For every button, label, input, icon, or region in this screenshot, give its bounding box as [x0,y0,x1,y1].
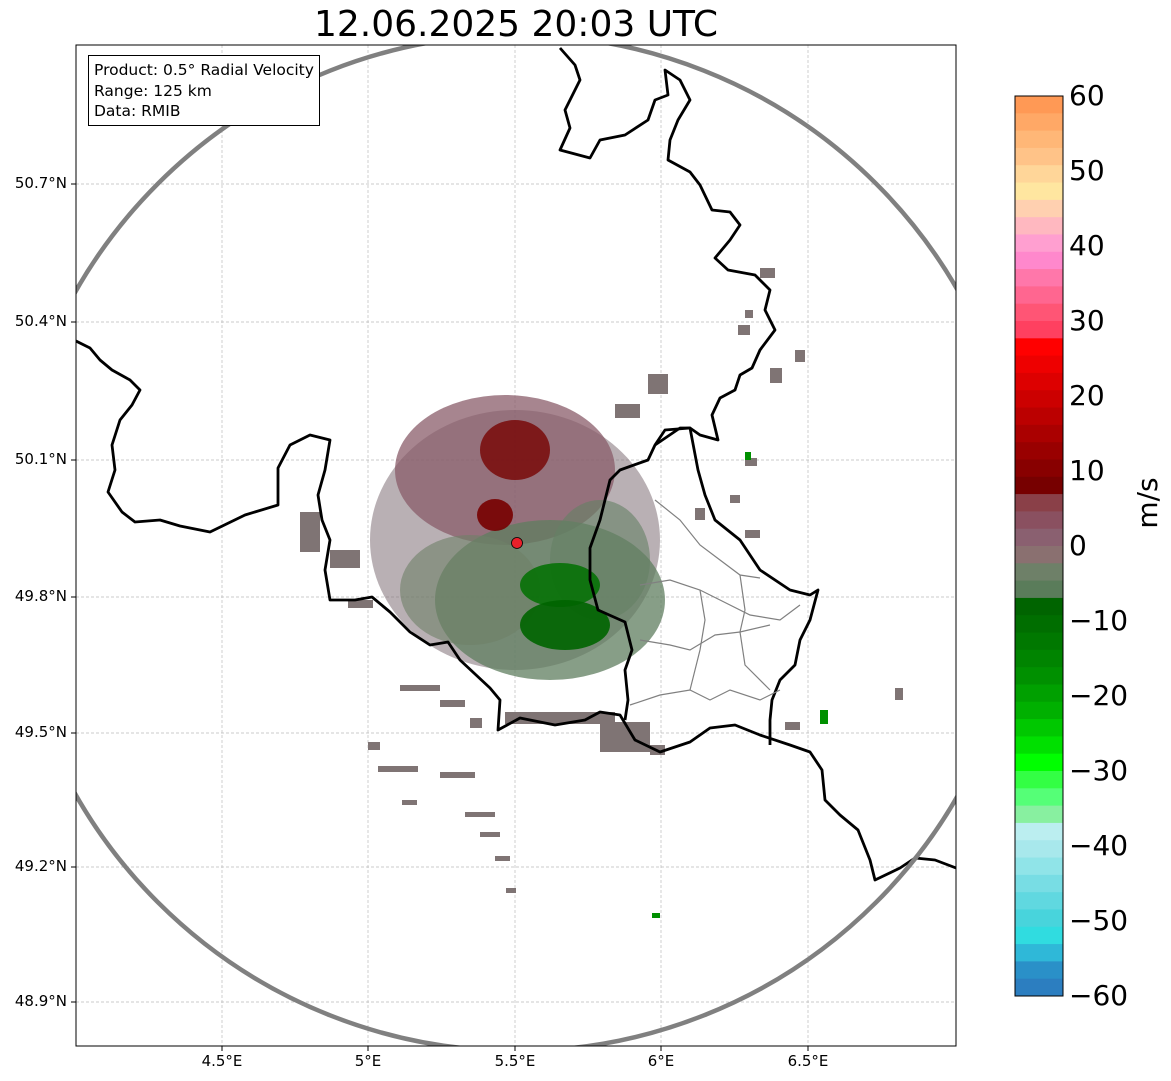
colorbar-tick-label: −30 [1069,754,1129,787]
colorbar-segment [1015,597,1063,616]
colorbar-segment [1015,874,1063,893]
colorbar-unit-label: m/s [1131,477,1164,529]
colorbar-segment [1015,649,1063,668]
colorbar-segment [1015,546,1063,564]
colorbar-tick-label: −60 [1069,979,1129,1012]
colorbar-tick-label: 60 [1069,79,1105,112]
radar-site-marker [511,537,523,549]
colorbar-segment [1015,944,1063,962]
colorbar [1014,95,1064,997]
lon-tick-label: 6.5°E [787,1052,829,1070]
country-borders [76,47,956,882]
lon-tick-label: 6°E [647,1052,675,1070]
colorbar-segment [1015,753,1063,772]
colorbar-segment [1015,736,1063,755]
colorbar-tick-label: 50 [1069,154,1105,187]
colorbar-segment [1015,667,1063,685]
colorbar-segment [1015,390,1063,409]
colorbar-segment [1015,303,1063,322]
colorbar-segment [1015,857,1063,876]
lat-tick-label: 49.8°N [14,587,67,605]
colorbar-tick-label: −40 [1069,829,1129,862]
info-range: Range: 125 km [94,81,212,100]
colorbar-segment [1015,286,1063,305]
colorbar-segment [1015,217,1063,235]
colorbar-segment [1015,788,1063,807]
lon-tick-label: 4.5°E [201,1052,243,1070]
colorbar-segment [1015,476,1063,495]
lat-tick-label: 50.4°N [14,312,67,330]
colorbar-segment [1015,338,1063,357]
colorbar-segment [1015,442,1063,460]
colorbar-segment [1015,130,1063,149]
colorbar-segment [1015,182,1063,201]
colorbar-segment [1015,424,1063,443]
colorbar-segment [1015,165,1063,184]
lat-tick-label: 50.7°N [14,174,67,192]
colorbar-segment [1015,615,1063,634]
colorbar-segment [1015,355,1063,374]
colorbar-segment [1015,459,1063,478]
info-source: Data: RMIB [94,102,181,120]
info-product: Product: 0.5° Radial Velocity [94,61,314,79]
colorbar-tick-label: −50 [1069,904,1129,937]
colorbar-segment [1015,580,1063,599]
colorbar-tick-label: −20 [1069,679,1129,712]
colorbar-segment [1015,909,1063,928]
lat-tick-label: 48.9°N [14,992,67,1010]
colorbar-tick-label: −10 [1069,604,1129,637]
admin-borders [629,499,801,706]
velocity-echoes [300,268,903,918]
colorbar-segment [1015,563,1063,582]
colorbar-segment [1015,251,1063,270]
colorbar-tick-label: 10 [1069,454,1105,487]
colorbar-segment [1015,632,1063,651]
colorbar-segment [1015,96,1063,114]
lon-tick-label: 5°E [354,1052,382,1070]
colorbar-segment [1015,494,1063,512]
colorbar-tick-label: 0 [1069,529,1087,562]
colorbar-segment [1015,701,1063,720]
colorbar-tick-label: 30 [1069,304,1105,337]
colorbar-segment [1015,771,1063,789]
colorbar-tick-label: 40 [1069,229,1105,262]
colorbar-segment [1015,805,1063,824]
map-frame [75,44,957,1047]
colorbar-tick-label: 20 [1069,379,1105,412]
colorbar-segment [1015,147,1063,166]
lat-tick-label: 49.5°N [14,723,67,741]
colorbar-segment [1015,407,1063,426]
colorbar-segment [1015,684,1063,703]
colorbar-segment [1015,511,1063,530]
info-box: Product: 0.5° Radial Velocity Range: 125… [88,55,320,126]
colorbar-segment [1015,892,1063,910]
lat-tick-label: 49.2°N [14,857,67,875]
colorbar-segment [1015,926,1063,945]
colorbar-segment [1015,113,1063,132]
colorbar-segment [1015,719,1063,737]
tick-marks [71,183,809,1051]
lon-tick-label: 5.5°E [494,1052,536,1070]
colorbar-segment [1015,199,1063,218]
colorbar-segment [1015,528,1063,547]
colorbar-segment [1015,961,1063,980]
colorbar-frame [1014,95,1064,997]
colorbar-segment [1015,234,1063,253]
map-title: 12.06.2025 20:03 UTC [313,4,719,45]
colorbar-segment [1015,321,1063,339]
colorbar-segment [1015,822,1063,841]
colorbar-segment [1015,269,1063,287]
colorbar-segment [1015,372,1063,391]
lat-tick-label: 50.1°N [14,450,67,468]
colorbar-segment [1015,840,1063,859]
colorbar-segment [1015,978,1063,997]
